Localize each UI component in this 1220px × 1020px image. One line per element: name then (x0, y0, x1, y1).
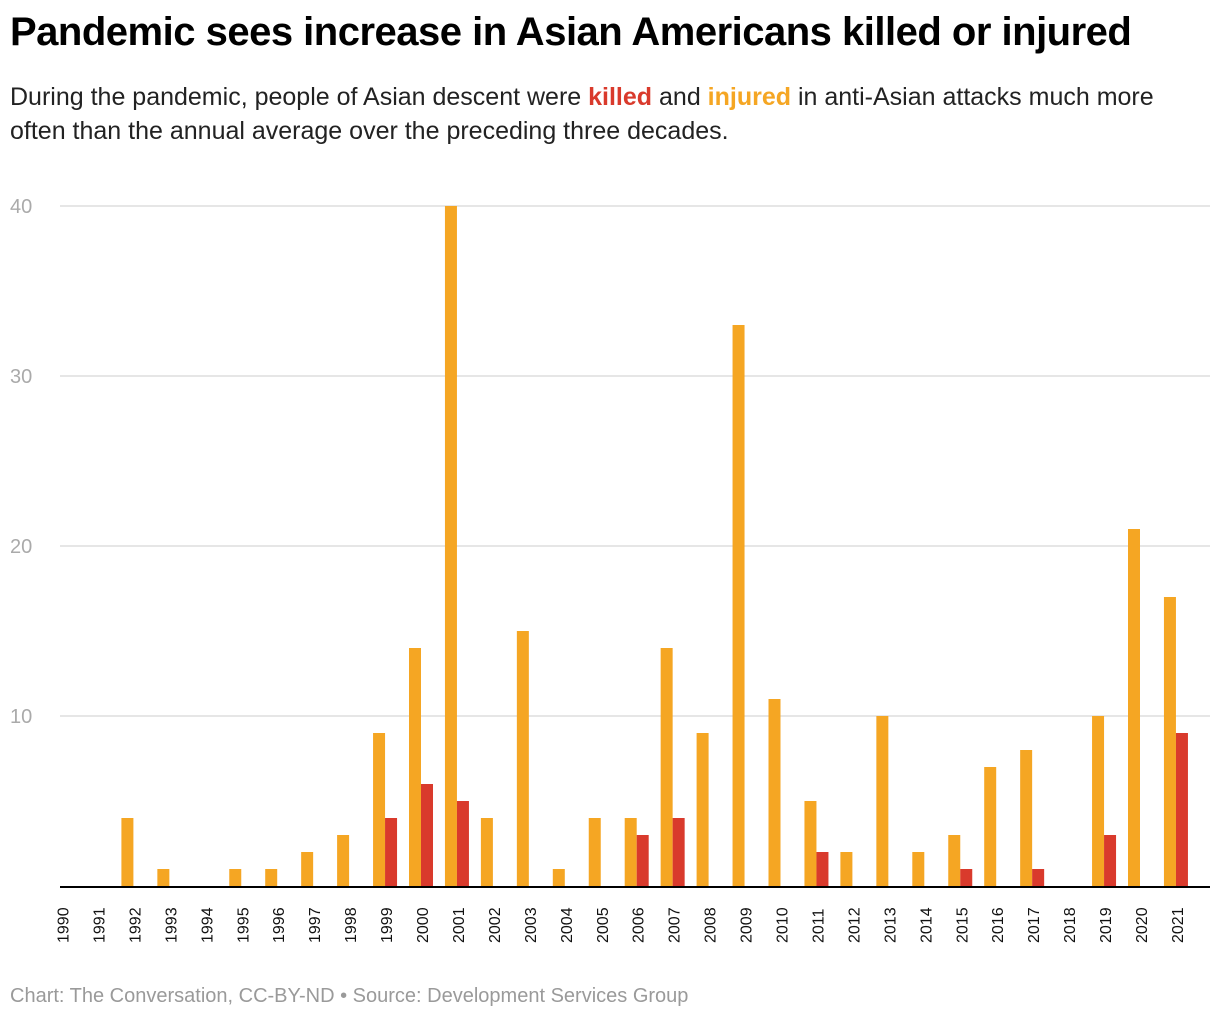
bar-killed-2000 (421, 784, 433, 886)
chart-subtitle: During the pandemic, people of Asian des… (10, 80, 1215, 148)
x-tick-label: 2016 (990, 907, 1007, 943)
x-tick-label: 2020 (1134, 907, 1151, 943)
bar-injured-2007 (660, 648, 673, 886)
bar-injured-2016 (984, 767, 997, 886)
x-tick-label: 1995 (235, 907, 252, 943)
bar-injured-2005 (588, 818, 601, 886)
x-tick-label: 2000 (415, 907, 432, 943)
bar-injured-2021 (1163, 597, 1176, 886)
x-tick-label: 1992 (127, 907, 144, 943)
bars-layer (121, 206, 1188, 886)
chart-credit: Chart: The Conversation, CC-BY-ND • Sour… (10, 985, 689, 1007)
x-tick-label: 2012 (846, 907, 863, 943)
bar-injured-1996 (265, 869, 278, 886)
subtitle-text-3: in anti-Asian attacks much more often th… (10, 83, 1154, 145)
x-tick-label: 2013 (882, 907, 899, 943)
x-tick-label: 2001 (451, 907, 468, 943)
bar-killed-2011 (816, 852, 829, 886)
bar-injured-1999 (373, 733, 386, 886)
bar-killed-2015 (960, 869, 973, 886)
x-tick-label: 2010 (775, 907, 792, 943)
bar-killed-2017 (1032, 869, 1045, 886)
bar-injured-2012 (840, 852, 853, 886)
x-tick-label: 1999 (379, 907, 396, 943)
bar-killed-2001 (456, 801, 469, 886)
bar-injured-2013 (876, 716, 889, 886)
x-tick-label: 2006 (631, 907, 648, 943)
bar-injured-2011 (804, 801, 817, 886)
chart-title: Pandemic sees increase in Asian American… (10, 10, 1132, 54)
grid-layer: 10 20 30 40 (10, 196, 1210, 728)
x-tick-label: 1991 (91, 907, 108, 943)
bar-killed-2019 (1104, 835, 1117, 886)
x-tick-label: 2018 (1062, 907, 1079, 943)
bar-injured-2019 (1092, 716, 1105, 886)
x-tick-label: 2017 (1026, 907, 1043, 943)
bar-injured-1992 (121, 818, 134, 886)
y-tick-label: 20 (10, 536, 32, 558)
bar-injured-2017 (1020, 750, 1033, 886)
x-tick-label: 2019 (1098, 907, 1115, 943)
bar-injured-2014 (912, 852, 925, 886)
subtitle-text-1: During the pandemic, people of Asian des… (10, 83, 589, 111)
x-tick-label: 1997 (307, 907, 324, 943)
bar-injured-2003 (516, 631, 529, 886)
x-tick-label: 2004 (559, 907, 576, 943)
bar-injured-2015 (948, 835, 961, 886)
bar-injured-2006 (624, 818, 637, 886)
x-tick-label: 2002 (487, 907, 504, 943)
x-tick-label: 1996 (271, 907, 288, 943)
bar-killed-1999 (385, 818, 398, 886)
x-tick-label: 1993 (163, 907, 180, 943)
bar-injured-2001 (444, 206, 457, 886)
bar-injured-1995 (229, 869, 242, 886)
y-tick-label: 10 (10, 706, 32, 728)
y-tick-label: 40 (10, 196, 32, 218)
x-tick-label: 2015 (954, 907, 971, 943)
y-tick-label: 30 (10, 366, 32, 388)
subtitle-text-2: and (652, 83, 708, 111)
x-tick-label: 1990 (56, 907, 73, 943)
axis-layer: 1990 1991 1992 1993 1994 1995 1996 1997 1998 1999… (56, 886, 1210, 943)
x-tick-label: 1994 (199, 907, 216, 943)
bar-killed-2021 (1175, 733, 1188, 886)
bar-injured-2004 (552, 869, 565, 886)
x-tick-label: 2008 (703, 907, 720, 943)
bar-injured-2002 (480, 818, 493, 886)
bar-injured-1998 (337, 835, 350, 886)
bar-killed-2006 (636, 835, 649, 886)
x-tick-label: 2009 (739, 907, 756, 943)
bar-killed-2007 (672, 818, 685, 886)
bar-injured-1997 (301, 852, 314, 886)
subtitle-killed-label: killed (588, 83, 653, 111)
bar-injured-2008 (696, 733, 709, 886)
bar-injured-1993 (157, 869, 170, 886)
bar-injured-2010 (768, 699, 781, 886)
x-tick-label: 2021 (1170, 907, 1187, 943)
x-tick-label: 1998 (343, 907, 360, 943)
bar-injured-2009 (732, 325, 745, 886)
subtitle-injured-label: injured (707, 83, 792, 111)
x-tick-label: 2005 (595, 907, 612, 943)
x-tick-label: 2011 (810, 908, 827, 943)
x-tick-label: 2003 (523, 907, 540, 943)
x-tick-label: 2014 (918, 907, 935, 943)
bar-injured-2020 (1128, 529, 1140, 886)
x-tick-label: 2007 (667, 907, 684, 943)
bar-injured-2000 (409, 648, 421, 886)
